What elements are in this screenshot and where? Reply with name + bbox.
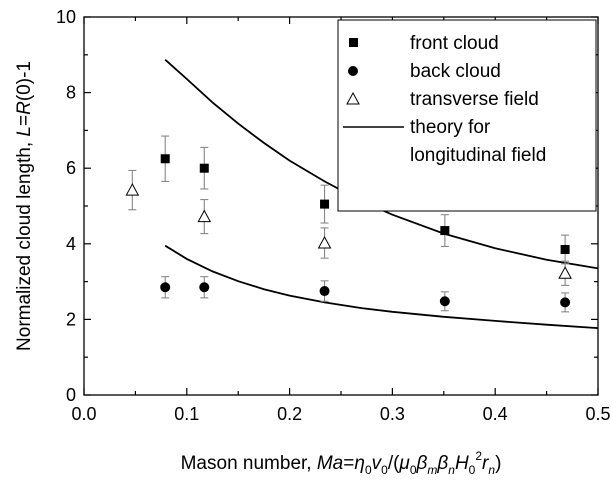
point-transverse-field [558, 266, 572, 279]
theory-curve-upper [164, 59, 599, 270]
legend-label-transverse-field: transverse field [410, 89, 539, 110]
point-front-cloud [440, 226, 450, 236]
point-back-cloud [160, 282, 171, 293]
y-tick-label: 2 [66, 309, 76, 329]
point-front-cloud [320, 199, 330, 209]
y-tick-label: 0 [66, 385, 76, 405]
legend-box [337, 19, 597, 212]
x-tick-label: 0.4 [483, 404, 508, 424]
point-front-cloud [160, 154, 170, 164]
legend-triangle-marker [346, 91, 360, 105]
y-tick-label: 6 [66, 158, 76, 178]
legend-label-back-cloud: back cloud [410, 61, 501, 82]
point-front-cloud [199, 163, 209, 173]
legend-square-marker [349, 38, 358, 47]
point-back-cloud [319, 286, 330, 297]
x-tick-label: 0.0 [71, 404, 96, 424]
point-front-cloud [560, 244, 570, 254]
y-tick-label: 4 [66, 234, 76, 254]
x-tick-labels: 0.0 0.1 0.2 0.3 0.4 0.5 [71, 404, 610, 424]
x-tick-label: 0.3 [380, 404, 405, 424]
legend-circle-marker [348, 66, 358, 76]
point-back-cloud [439, 296, 450, 307]
theory-curves [164, 59, 599, 329]
point-transverse-field [125, 183, 140, 196]
legend: front cloud back cloud transverse field … [337, 19, 597, 212]
x-tick-label: 0.5 [585, 404, 610, 424]
x-tick-label: 0.1 [174, 404, 199, 424]
y-tick-labels: 0 2 4 6 8 10 [56, 7, 76, 405]
y-tick-label: 8 [66, 83, 76, 103]
y-tick-label: 10 [56, 7, 76, 27]
legend-label-theory: theory for longitudinal field [410, 117, 546, 166]
point-transverse-field [197, 209, 212, 223]
x-tick-label: 0.2 [277, 404, 302, 424]
legend-label-front-cloud: front cloud [410, 33, 499, 54]
theory-curve-lower [164, 244, 599, 329]
point-back-cloud [560, 297, 571, 308]
x-axis-label: Mason number, Ma=η0v0/(μ0βmβnH02rn) [181, 449, 502, 477]
y-axis-label: Normalized cloud length, L=R(0)-1 [14, 61, 35, 351]
point-transverse-field [317, 235, 332, 249]
point-back-cloud [199, 282, 210, 293]
data-markers [125, 154, 572, 308]
